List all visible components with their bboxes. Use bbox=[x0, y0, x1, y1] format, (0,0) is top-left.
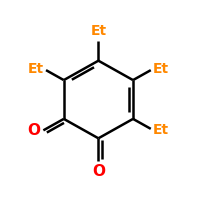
Text: Et: Et bbox=[27, 62, 43, 76]
Text: Et: Et bbox=[90, 24, 106, 38]
Text: Et: Et bbox=[152, 62, 169, 76]
Text: O: O bbox=[27, 123, 40, 138]
Text: Et: Et bbox=[152, 123, 169, 137]
Text: O: O bbox=[91, 164, 104, 179]
